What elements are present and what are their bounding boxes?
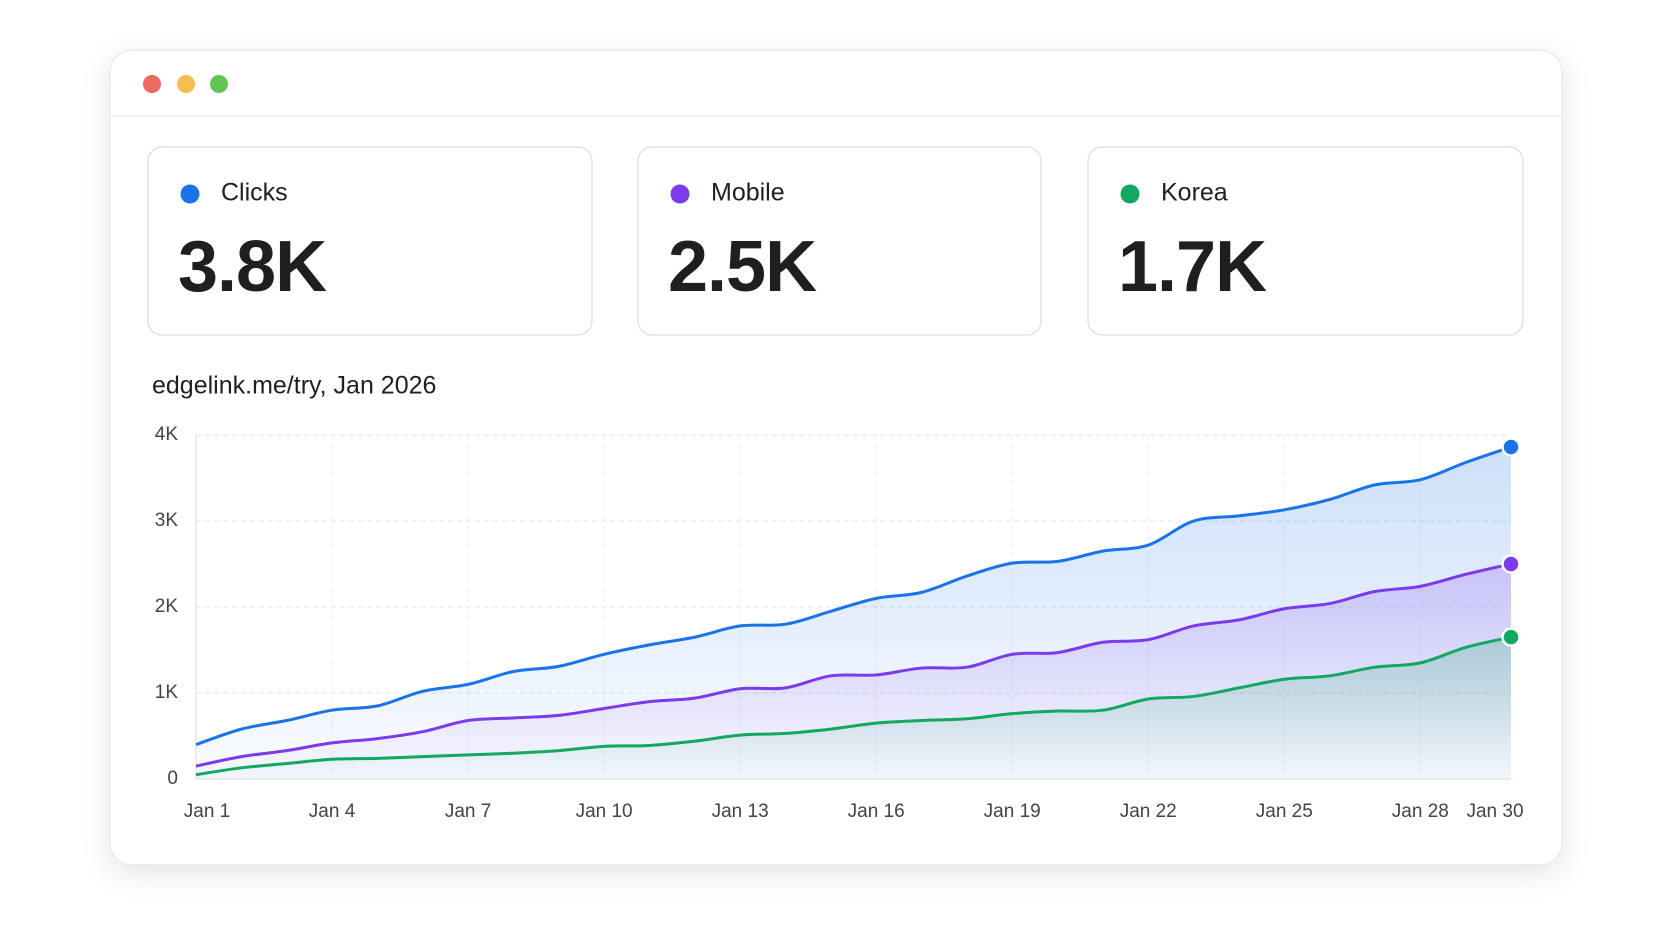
x-tick-label: Jan 30 [1466, 801, 1523, 822]
legend-dot [670, 184, 690, 204]
x-tick-label: Jan 7 [445, 801, 491, 822]
card-label: Korea [1161, 179, 1228, 207]
stat-card [637, 146, 1042, 336]
y-tick-label: 0 [167, 768, 178, 789]
card-value: 1.7K [1118, 227, 1267, 307]
y-tick-label: 4K [155, 424, 179, 445]
end-point [1501, 437, 1521, 457]
card-label: Clicks [221, 179, 288, 207]
legend-dot [1120, 184, 1140, 204]
x-tick-label: Jan 16 [848, 801, 905, 822]
card-value: 3.8K [178, 227, 327, 307]
card-value: 2.5K [668, 227, 817, 307]
x-tick-label: Jan 4 [309, 801, 356, 822]
x-tick-label: Jan 13 [712, 801, 769, 822]
x-tick-label: Jan 28 [1392, 801, 1449, 822]
maximize-button[interactable] [210, 75, 228, 93]
x-tick-label: Jan 19 [984, 801, 1041, 822]
x-tick-label: Jan 22 [1120, 801, 1177, 822]
legend-dot [180, 184, 200, 204]
x-tick-label: Jan 10 [576, 801, 633, 822]
x-tick-label: Jan 25 [1256, 801, 1313, 822]
series-line [195, 445, 1512, 747]
x-tick-label: Jan 1 [184, 801, 230, 822]
chart-title: edgelink.me/try, Jan 2026 [152, 372, 436, 400]
series-line [195, 562, 1512, 768]
y-tick-label: 1K [155, 682, 179, 703]
card-label: Mobile [711, 179, 785, 207]
end-point [1501, 627, 1521, 647]
series-area [196, 637, 1511, 779]
minimize-button[interactable] [177, 75, 195, 93]
stat-card [1087, 146, 1524, 336]
series-line [195, 635, 1512, 777]
end-point [1501, 554, 1521, 574]
close-button[interactable] [143, 75, 161, 93]
stat-card [147, 146, 593, 336]
y-tick-label: 2K [155, 596, 179, 617]
y-tick-label: 3K [155, 510, 179, 531]
